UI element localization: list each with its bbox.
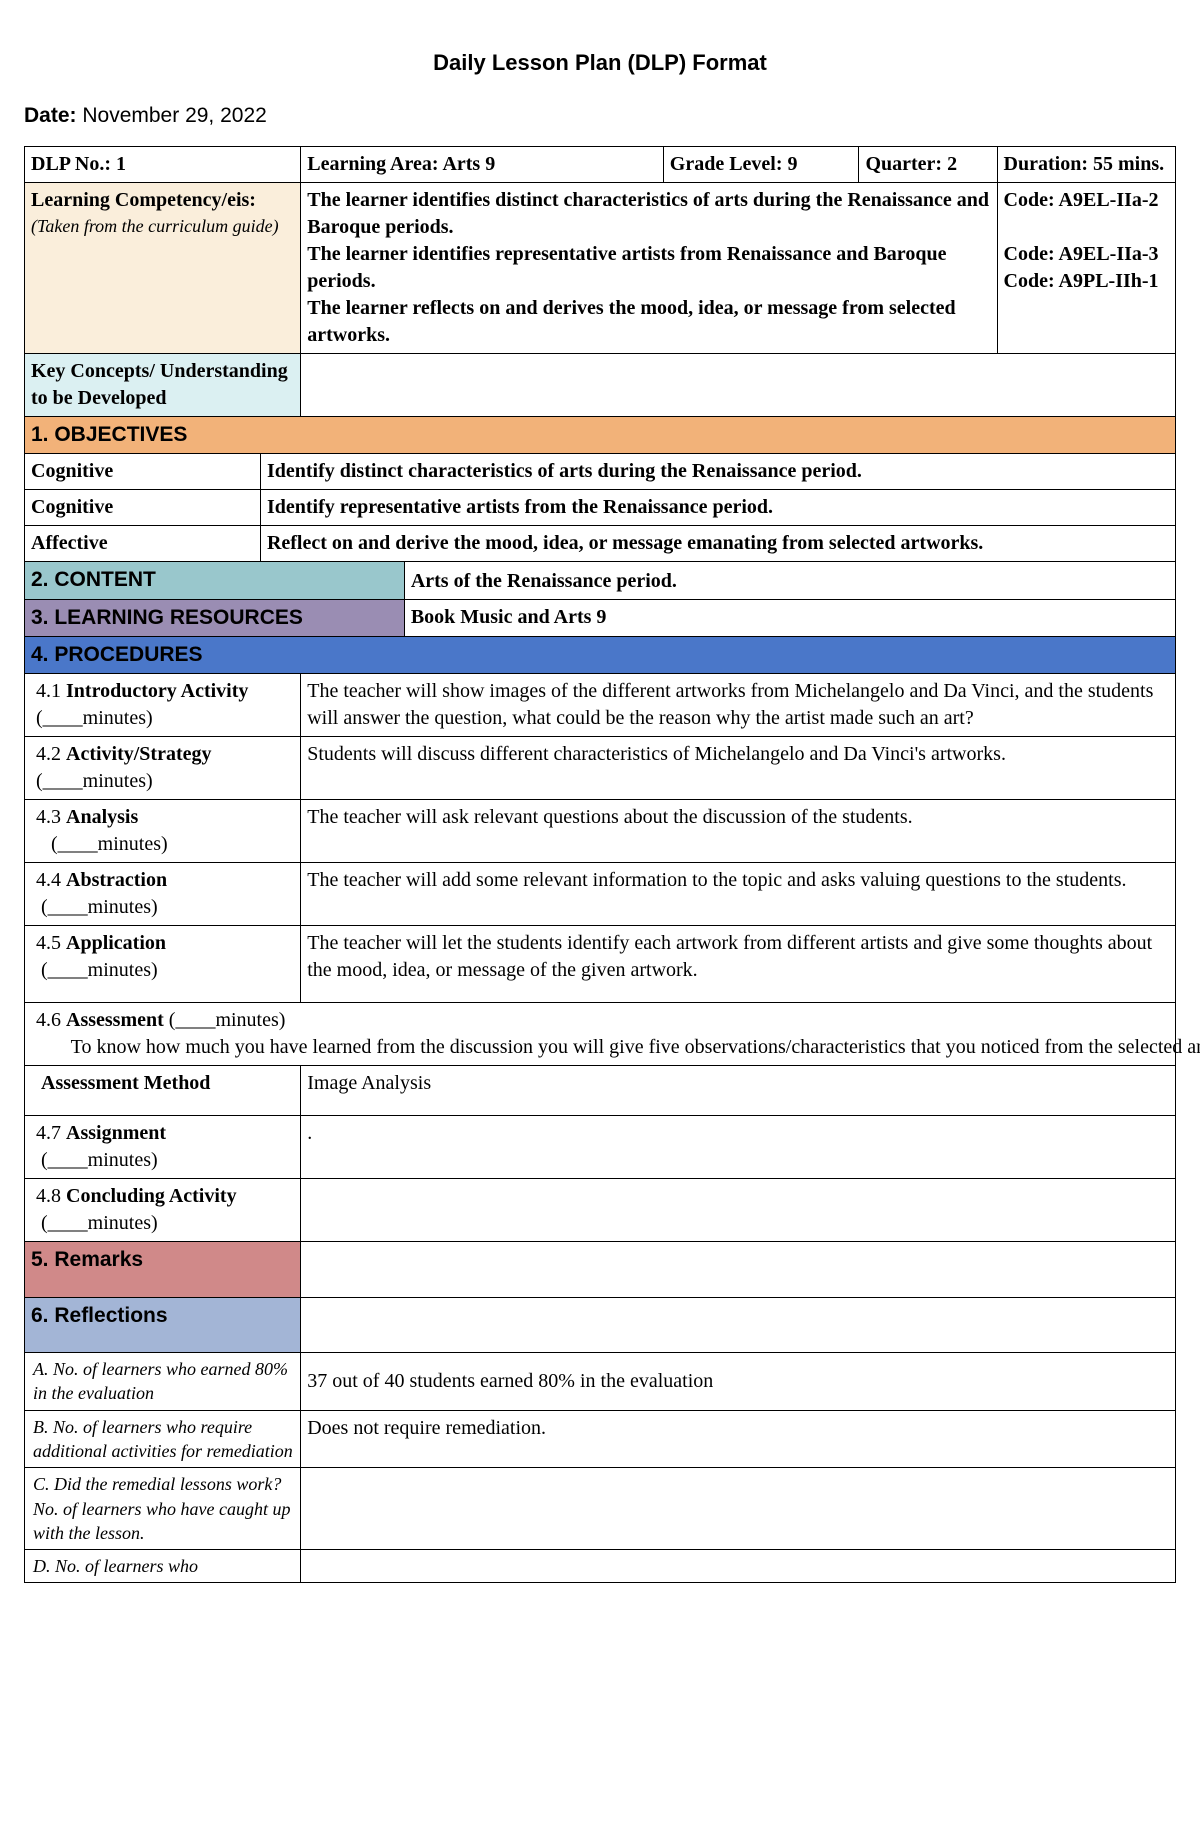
competency-label: Learning Competency/eis: [31, 187, 294, 214]
table-row: 4.6 Assessment (____minutes) To know how… [25, 1003, 1176, 1066]
competency-line: The learner reflects on and derives the … [307, 295, 990, 349]
competency-line: The learner identifies representative ar… [307, 241, 990, 295]
assessment-full: 4.6 Assessment (____minutes) To know how… [25, 1003, 1176, 1066]
page-title: Daily Lesson Plan (DLP) Format [24, 50, 1176, 76]
proc-text: The teacher will ask relevant questions … [301, 800, 1176, 863]
reflection-label: B. No. of learners who require additiona… [25, 1410, 301, 1468]
reflection-value [301, 1468, 1176, 1550]
objective-text: Identify representative artists from the… [260, 490, 1175, 526]
table-row: 3. LEARNING RESOURCES Book Music and Art… [25, 599, 1176, 636]
quarter-cell: Quarter: 2 [859, 147, 997, 183]
proc-text [301, 1179, 1176, 1242]
proc-text: The teacher will show images of the diff… [301, 674, 1176, 737]
reflection-value: 37 out of 40 students earned 80% in the … [301, 1353, 1176, 1411]
table-row: 4.5 Application (____minutes) The teache… [25, 926, 1176, 1003]
assessment-method-label: Assessment Method [25, 1066, 301, 1116]
table-row: DLP No.: 1 Learning Area: Arts 9 Grade L… [25, 147, 1176, 183]
date-line: Date: November 29, 2022 [24, 104, 1176, 128]
procedures-heading: 4. PROCEDURES [25, 637, 1176, 674]
table-row: 2. CONTENT Arts of the Renaissance perio… [25, 562, 1176, 599]
proc-label: 4.5 Application (____minutes) [25, 926, 301, 1003]
proc-label: 4.4 Abstraction (____minutes) [25, 863, 301, 926]
table-row: C. Did the remedial lessons work? No. of… [25, 1468, 1176, 1550]
date-value: November 29, 2022 [82, 104, 266, 127]
proc-label: 4.3 Analysis (____minutes) [25, 800, 301, 863]
proc-label: 4.1 Introductory Activity (____minutes) [25, 674, 301, 737]
content-text: Arts of the Renaissance period. [404, 562, 1175, 599]
objective-domain: Cognitive [25, 454, 261, 490]
table-row: 4. PROCEDURES [25, 637, 1176, 674]
reflection-value [301, 1550, 1176, 1583]
objective-domain: Affective [25, 526, 261, 562]
proc-text: The teacher will add some relevant infor… [301, 863, 1176, 926]
table-row: 4.7 Assignment (____minutes) . [25, 1116, 1176, 1179]
remarks-value [301, 1242, 1176, 1297]
reflection-label: A. No. of learners who earned 80% in the… [25, 1353, 301, 1411]
table-row: 1. OBJECTIVES [25, 417, 1176, 454]
reflection-value: Does not require remediation. [301, 1410, 1176, 1468]
remarks-heading: 5. Remarks [25, 1242, 301, 1297]
table-row: Key Concepts/ Understanding to be Develo… [25, 354, 1176, 417]
competency-note: (Taken from the curriculum guide) [31, 214, 294, 238]
table-row: Learning Competency/eis: (Taken from the… [25, 183, 1176, 354]
table-row: 4.3 Analysis (____minutes) The teacher w… [25, 800, 1176, 863]
proc-text: The teacher will let the students identi… [301, 926, 1176, 1003]
dlp-table: DLP No.: 1 Learning Area: Arts 9 Grade L… [24, 146, 1176, 1583]
table-row: 4.2 Activity/Strategy (____minutes) Stud… [25, 737, 1176, 800]
table-row: 4.4 Abstraction (____minutes) The teache… [25, 863, 1176, 926]
table-row: 5. Remarks [25, 1242, 1176, 1297]
proc-label: 4.8 Concluding Activity (____minutes) [25, 1179, 301, 1242]
code: Code: A9EL-IIa-3 [1004, 241, 1169, 268]
content-heading: 2. CONTENT [25, 562, 405, 599]
objective-domain: Cognitive [25, 490, 261, 526]
assessment-method-value: Image Analysis [301, 1066, 1176, 1116]
table-row: A. No. of learners who earned 80% in the… [25, 1353, 1176, 1411]
key-concepts-label: Key Concepts/ Understanding to be Develo… [25, 354, 301, 417]
resources-text: Book Music and Arts 9 [404, 599, 1175, 636]
competency-label-cell: Learning Competency/eis: (Taken from the… [25, 183, 301, 354]
date-label: Date: [24, 104, 77, 127]
reflection-label: D. No. of learners who [25, 1550, 301, 1583]
table-row: 4.1 Introductory Activity (____minutes) … [25, 674, 1176, 737]
table-row: Assessment Method Image Analysis [25, 1066, 1176, 1116]
table-row: 6. Reflections [25, 1297, 1176, 1352]
table-row: Cognitive Identify representative artist… [25, 490, 1176, 526]
table-row: Cognitive Identify distinct characterist… [25, 454, 1176, 490]
duration-cell: Duration: 55 mins. [997, 147, 1175, 183]
table-row: D. No. of learners who [25, 1550, 1176, 1583]
code: Code: A9PL-IIh-1 [1004, 268, 1169, 295]
key-concepts-value [301, 354, 1176, 417]
table-row: B. No. of learners who require additiona… [25, 1410, 1176, 1468]
reflection-label: C. Did the remedial lessons work? No. of… [25, 1468, 301, 1550]
table-row: 4.8 Concluding Activity (____minutes) [25, 1179, 1176, 1242]
proc-label: 4.7 Assignment (____minutes) [25, 1116, 301, 1179]
objective-text: Identify distinct characteristics of art… [260, 454, 1175, 490]
competency-text-cell: The learner identifies distinct characte… [301, 183, 997, 354]
objective-text: Reflect on and derive the mood, idea, or… [260, 526, 1175, 562]
code: Code: A9EL-IIa-2 [1004, 187, 1169, 214]
grade-level-cell: Grade Level: 9 [663, 147, 859, 183]
table-row: Affective Reflect on and derive the mood… [25, 526, 1176, 562]
competency-line: The learner identifies distinct characte… [307, 187, 990, 241]
proc-label: 4.2 Activity/Strategy (____minutes) [25, 737, 301, 800]
competency-codes-cell: Code: A9EL-IIa-2 Code: A9EL-IIa-3 Code: … [997, 183, 1175, 354]
dlp-no-cell: DLP No.: 1 [25, 147, 301, 183]
objectives-heading: 1. OBJECTIVES [25, 417, 1176, 454]
proc-text: Students will discuss different characte… [301, 737, 1176, 800]
resources-heading: 3. LEARNING RESOURCES [25, 599, 405, 636]
learning-area-cell: Learning Area: Arts 9 [301, 147, 664, 183]
reflections-heading: 6. Reflections [25, 1297, 301, 1352]
proc-text: . [301, 1116, 1176, 1179]
reflections-blank [301, 1297, 1176, 1352]
